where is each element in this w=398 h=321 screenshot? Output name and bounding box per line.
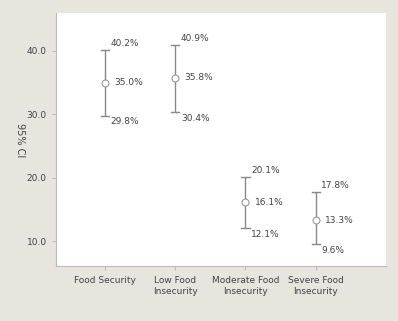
Text: 9.6%: 9.6%	[322, 246, 344, 255]
Y-axis label: 95% CI: 95% CI	[16, 123, 25, 157]
Text: 12.1%: 12.1%	[251, 230, 280, 239]
Text: 35.0%: 35.0%	[114, 78, 143, 87]
Text: 35.8%: 35.8%	[184, 73, 213, 82]
Text: 40.9%: 40.9%	[181, 34, 209, 43]
Text: 16.1%: 16.1%	[255, 198, 283, 207]
Text: 13.3%: 13.3%	[325, 216, 354, 225]
Text: 20.1%: 20.1%	[251, 166, 280, 175]
Text: 40.2%: 40.2%	[111, 39, 139, 48]
Text: 30.4%: 30.4%	[181, 114, 209, 123]
Text: 29.8%: 29.8%	[111, 117, 139, 126]
Text: 17.8%: 17.8%	[322, 181, 350, 190]
